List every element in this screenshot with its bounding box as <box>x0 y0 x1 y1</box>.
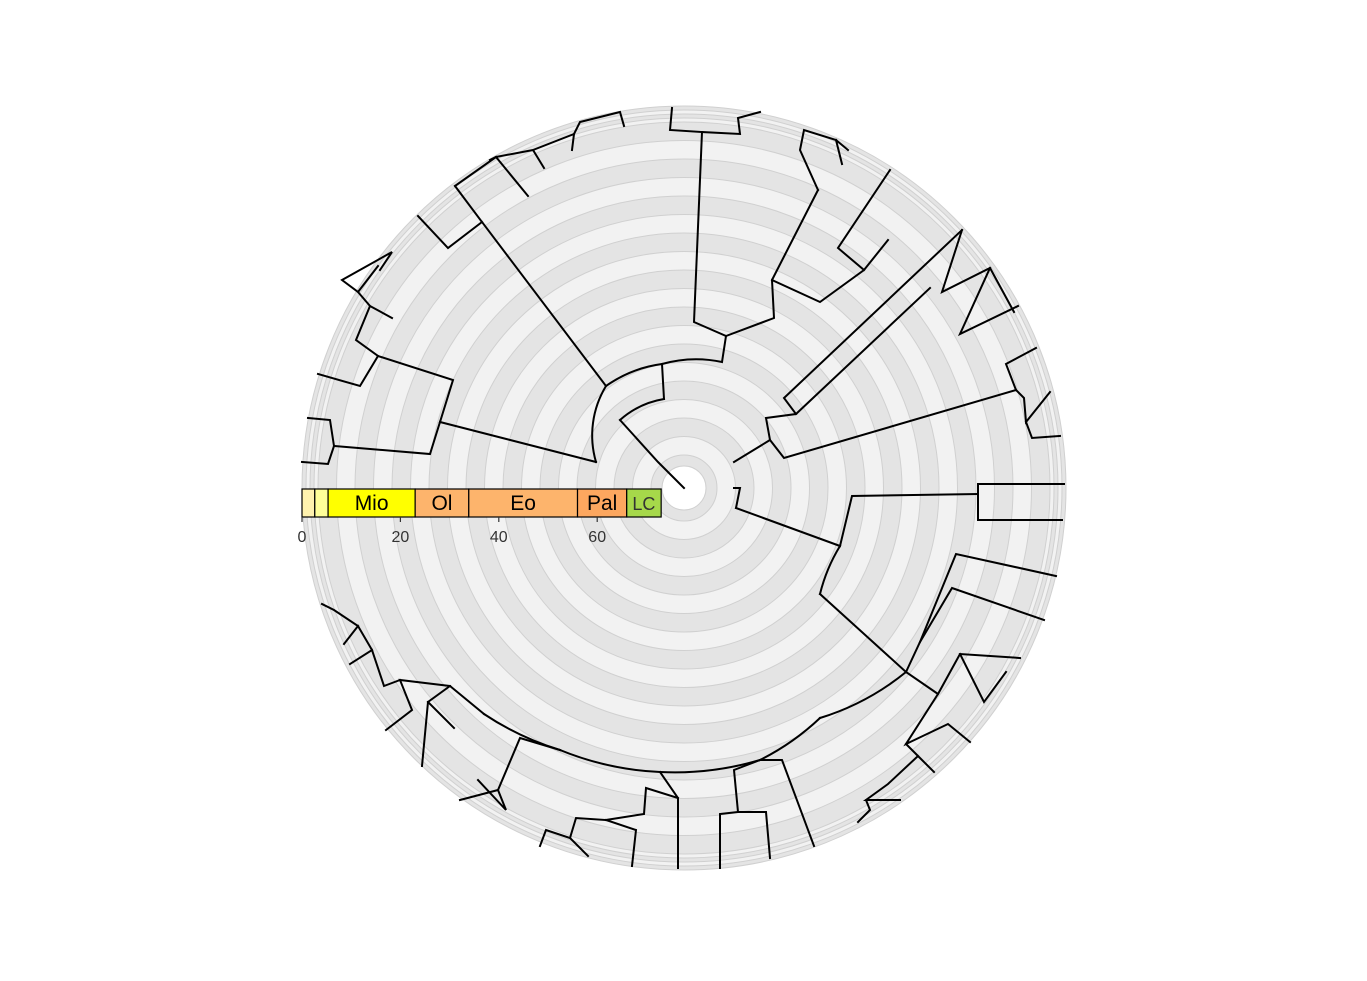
epoch-segment <box>468 488 579 518</box>
tree-branch <box>818 544 842 596</box>
epoch-label: LC <box>632 494 655 514</box>
epoch-label: Eo <box>510 492 536 515</box>
tree-branch <box>940 228 1016 314</box>
tree-branch <box>918 552 1058 644</box>
epoch-label: Ol <box>431 492 452 515</box>
tree-branch <box>903 692 972 747</box>
tree-branch <box>904 652 1022 696</box>
tree-branch <box>572 110 626 136</box>
tree-branch <box>306 416 336 448</box>
tree-branch <box>332 420 442 456</box>
scale-tick-label: 40 <box>490 529 508 546</box>
tree-branch <box>1014 388 1052 425</box>
tree-branch <box>438 420 598 464</box>
epoch-segment <box>576 488 628 518</box>
tree-branch <box>482 712 562 752</box>
tree-branch <box>759 759 816 848</box>
tree-branch <box>604 786 680 822</box>
tree-branch <box>618 418 686 490</box>
time-rings <box>301 105 1067 871</box>
epoch-segment <box>301 488 316 518</box>
tree-branch <box>700 110 762 136</box>
tree-branch <box>568 816 608 858</box>
tree-branch <box>348 648 402 688</box>
tree-branch <box>724 188 820 338</box>
epoch-segment <box>327 488 416 518</box>
geologic-time-scale: Mio Ol Eo Pal LC 0 20 40 60 <box>298 488 662 546</box>
tree-branch <box>733 487 742 510</box>
epoch-segment <box>626 488 662 518</box>
tree-branch <box>957 266 1020 337</box>
tree-branch <box>737 811 772 860</box>
epoch-label: Pal <box>587 492 617 515</box>
scale-tick-label: 0 <box>298 529 307 546</box>
tree-branch <box>558 748 662 774</box>
tree-branch <box>770 238 890 304</box>
tree-branch <box>834 138 850 166</box>
tree-branch <box>420 700 430 768</box>
tree-branch <box>732 388 1018 464</box>
epoch-segment <box>314 488 329 518</box>
epoch-label: Mio <box>355 492 389 515</box>
tree-branch <box>604 818 638 868</box>
tree-branch <box>862 754 920 801</box>
tree-branch <box>354 304 394 358</box>
tree-branch <box>660 334 728 366</box>
phylogeny-tree <box>300 106 1065 869</box>
tree-branch <box>376 354 455 424</box>
scale-tick-label: 20 <box>392 529 410 546</box>
tree-branch <box>782 228 964 416</box>
tree-branch <box>591 384 608 464</box>
scale-tick-label: 60 <box>588 529 606 546</box>
tree-branch <box>300 444 336 466</box>
tree-branch <box>480 220 608 388</box>
tree-branch <box>958 652 1008 704</box>
tree-branch <box>798 128 838 192</box>
tree-branch <box>538 828 572 848</box>
tree-branch <box>316 354 380 388</box>
tree-branch <box>320 602 360 628</box>
tree-branch <box>340 251 393 294</box>
tree-branch <box>1024 420 1062 440</box>
tree-branch <box>416 184 484 250</box>
tree-branch <box>818 670 908 720</box>
tree-branch <box>977 483 1065 521</box>
tree-branch <box>734 492 980 548</box>
tree-branch <box>1004 346 1038 392</box>
tree-branch <box>836 168 892 272</box>
tree-branch <box>618 397 666 422</box>
tree-branch <box>856 798 872 824</box>
epoch-segment <box>414 488 470 518</box>
tree-branch <box>426 684 486 730</box>
tree-branch <box>758 716 822 762</box>
tree-branch <box>764 286 932 442</box>
tree-branch <box>384 678 452 732</box>
tree-branch <box>476 778 507 811</box>
